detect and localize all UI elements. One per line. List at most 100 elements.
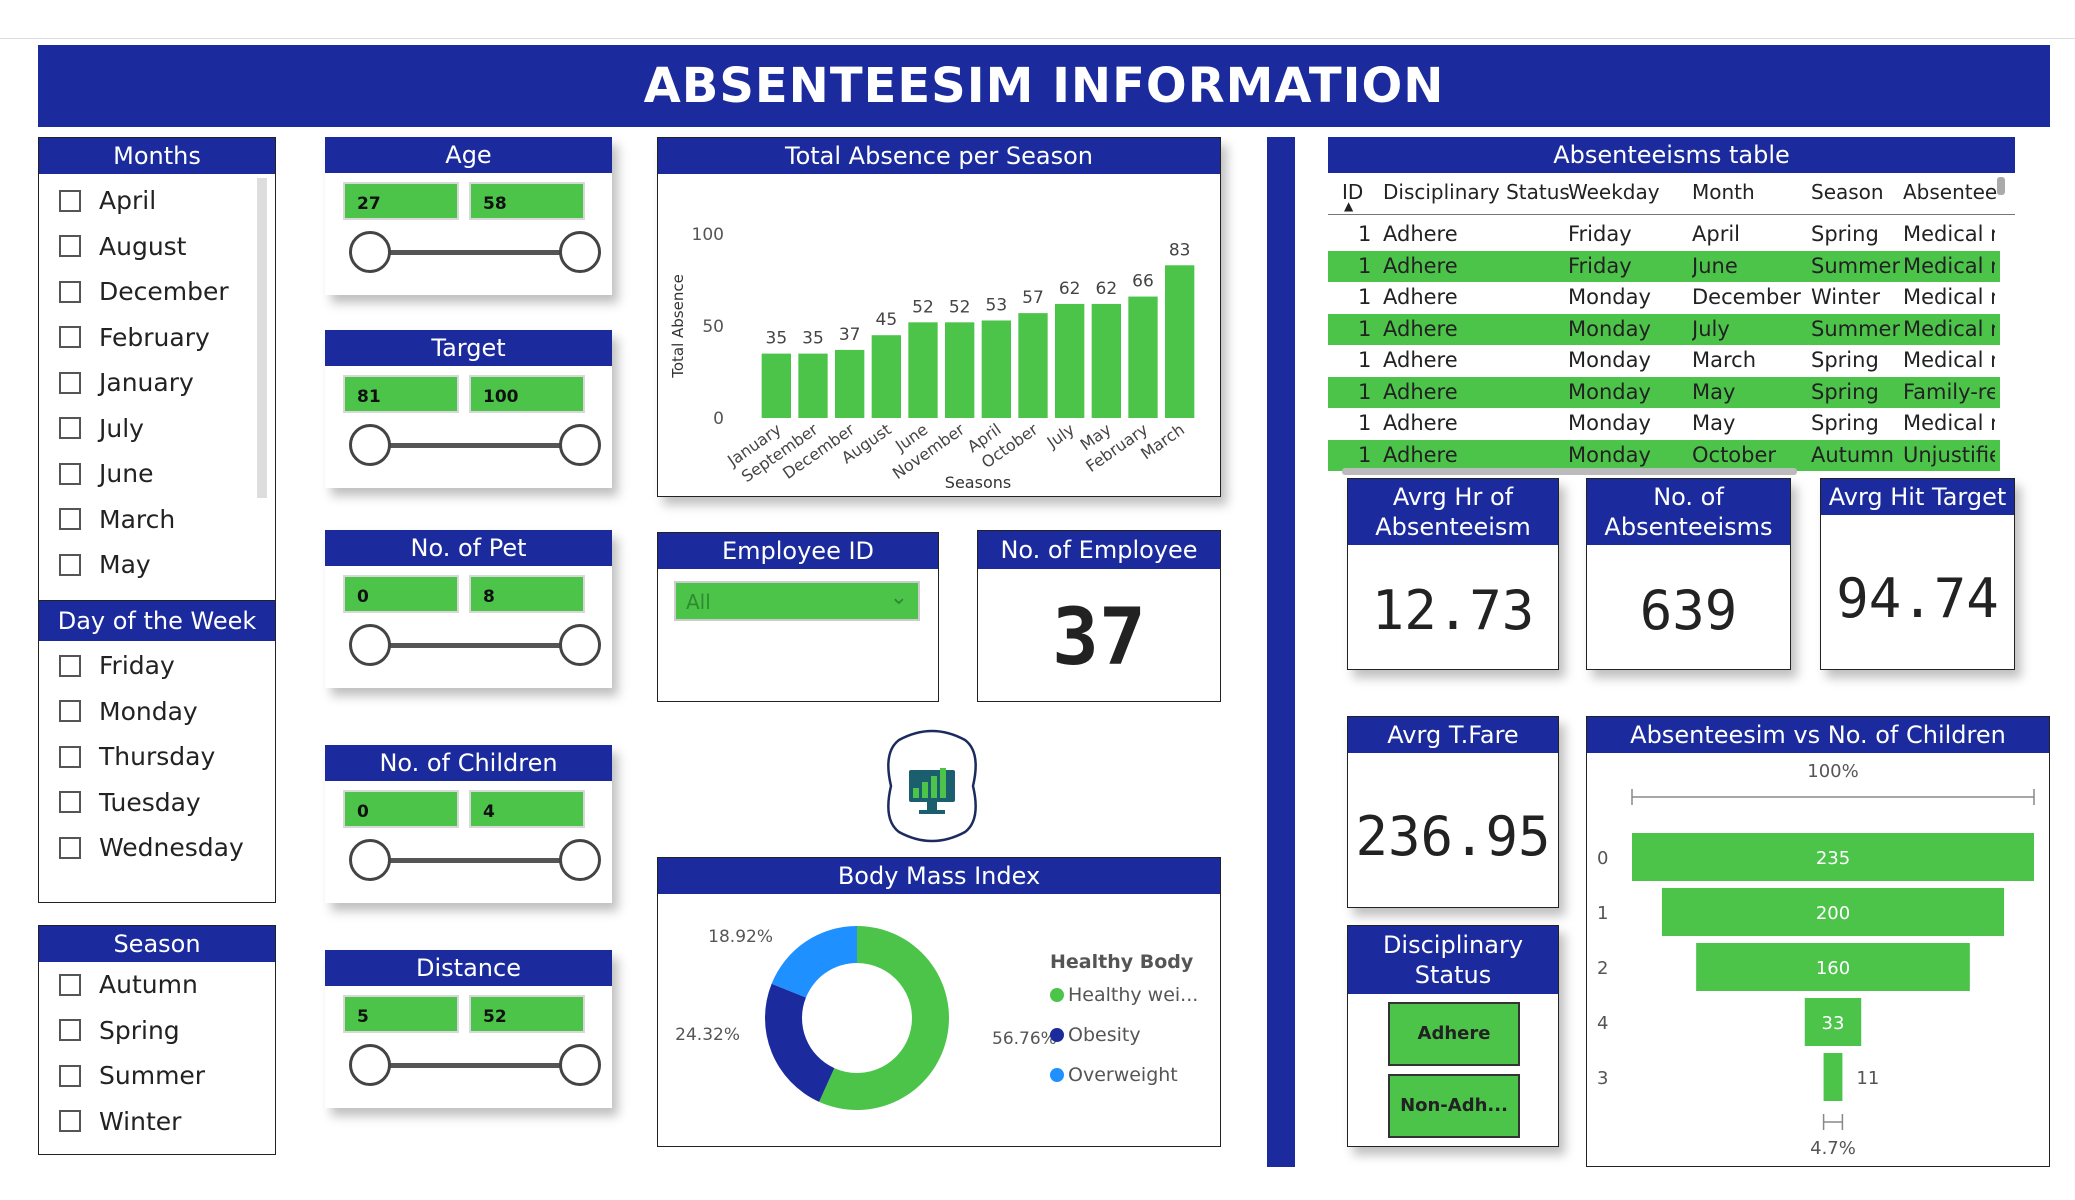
table-column-header[interactable]: Weekday [1568,180,1660,204]
months-scrollbar[interactable] [257,178,267,498]
disciplinary-slicer[interactable]: Disciplinary Status Adhere Non-Adh... [1347,925,1559,1147]
range-filter[interactable]: Target 81 100 [325,330,612,488]
checkbox[interactable] [59,745,81,768]
checkbox[interactable] [59,700,81,722]
checkbox[interactable] [59,508,81,530]
table-column-header[interactable]: Disciplinary Status [1383,180,1570,204]
checkbox[interactable] [59,235,81,257]
donut-slice[interactable] [819,926,949,1110]
range-max-handle[interactable] [559,1044,601,1086]
slicer-option[interactable]: August [59,232,187,261]
table-row[interactable]: 1 Adhere Monday October Autumn Unjustifie [1328,439,2000,471]
slicer-option[interactable]: March [59,505,175,534]
checkbox[interactable] [59,1064,81,1087]
months-slicer[interactable]: Months April August December February Januar… [38,137,276,602]
range-min-input[interactable]: 5 [343,995,459,1033]
range-max-input[interactable]: 100 [469,375,585,413]
range-max-handle[interactable] [559,624,601,666]
checkbox[interactable] [59,326,81,348]
checkbox[interactable] [59,654,81,677]
checkbox[interactable] [59,417,81,439]
weekday-slicer[interactable]: Day of the Week Friday Monday Thursday Tues… [38,600,276,903]
season-bar[interactable] [981,320,1011,418]
season-bar[interactable] [1165,265,1195,418]
slicer-option[interactable]: Spring [59,1016,180,1045]
season-bar[interactable] [871,335,901,418]
season-bar[interactable] [1018,313,1048,418]
season-bar[interactable] [908,322,938,418]
season-bar[interactable] [761,353,791,418]
donut-slice[interactable] [771,926,857,998]
checkbox[interactable] [59,371,81,394]
range-filter[interactable]: No. of Children 0 4 [325,745,612,903]
disciplinary-adhere-button[interactable]: Adhere [1388,1002,1520,1066]
season-bar[interactable] [1091,303,1121,418]
season-bar[interactable] [1055,303,1085,418]
checkbox[interactable] [59,1110,81,1132]
season-slicer[interactable]: Season Autumn Spring Summer Winter [38,925,276,1155]
slicer-option[interactable]: Wednesday [59,833,244,862]
checkbox[interactable] [59,791,81,813]
range-max-handle[interactable] [559,231,601,273]
slicer-option[interactable]: Winter [59,1107,181,1136]
slicer-option[interactable]: June [59,459,153,488]
slicer-option[interactable]: Friday [59,651,175,680]
range-filter[interactable]: Age 27 58 [325,137,612,295]
range-min-handle[interactable] [349,624,391,666]
season-bar[interactable] [1128,296,1158,418]
season-bar[interactable] [798,353,828,418]
season-bar[interactable] [835,349,865,418]
range-max-input[interactable]: 8 [469,575,585,613]
range-min-handle[interactable] [349,1044,391,1086]
checkbox[interactable] [59,280,81,303]
range-max-handle[interactable] [559,424,601,466]
table-column-header[interactable]: Absentee [1903,180,1998,204]
funnel-bar[interactable] [1823,1053,1843,1101]
slicer-option[interactable]: Thursday [59,742,215,771]
table-row[interactable]: 1 Adhere Monday December Winter Medical re [1328,282,2000,313]
absenteeism-table[interactable]: Absenteeisms table ID Disciplinary Status… [1328,137,2015,475]
range-min-handle[interactable] [349,839,391,881]
range-max-input[interactable]: 4 [469,790,585,828]
table-column-header[interactable]: ID [1342,180,1364,204]
table-row[interactable]: 1 Adhere Monday May Spring Family-rel [1328,376,2000,408]
slicer-option[interactable]: Tuesday [59,788,201,817]
funnel-bar[interactable] [1661,888,2005,936]
checkbox[interactable] [59,553,81,576]
table-column-header[interactable]: Month [1692,180,1755,204]
range-min-input[interactable]: 27 [343,182,459,220]
funnel-bar[interactable] [1632,833,2034,881]
checkbox[interactable] [59,462,81,485]
slicer-option[interactable]: April [59,186,156,215]
sort-ascending-icon[interactable]: ▲ [1344,199,1354,213]
range-filter[interactable]: No. of Pet 0 8 [325,530,612,688]
range-min-input[interactable]: 0 [343,575,459,613]
slicer-option[interactable]: May [59,550,151,579]
table-vscrollbar[interactable] [1997,177,2005,195]
range-min-handle[interactable] [349,231,391,273]
checkbox[interactable] [59,189,81,212]
table-row[interactable]: 1 Adhere Monday March Spring Medical re [1328,345,2000,376]
season-bar[interactable] [945,322,975,418]
checkbox[interactable] [59,836,81,859]
table-row[interactable]: 1 Adhere Friday April Spring Medical re [1328,219,2000,250]
funnel-bar[interactable] [1804,998,1862,1046]
checkbox[interactable] [59,973,81,996]
slicer-option[interactable]: January [59,368,194,397]
range-max-input[interactable]: 52 [469,995,585,1033]
slicer-option[interactable]: July [59,414,144,443]
donut-slice[interactable] [765,983,835,1102]
employee-id-dropdown[interactable]: All ⌄ [674,581,920,621]
disciplinary-non-adhere-button[interactable]: Non-Adh... [1388,1074,1520,1138]
range-max-handle[interactable] [559,839,601,881]
slicer-option[interactable]: Monday [59,697,198,726]
table-column-header[interactable]: Season [1811,180,1884,204]
range-min-input[interactable]: 81 [343,375,459,413]
range-filter[interactable]: Distance 5 52 [325,950,612,1108]
table-hscrollbar[interactable] [1342,468,1797,475]
checkbox[interactable] [59,1019,81,1041]
funnel-bar[interactable] [1696,943,1970,991]
range-min-input[interactable]: 0 [343,790,459,828]
